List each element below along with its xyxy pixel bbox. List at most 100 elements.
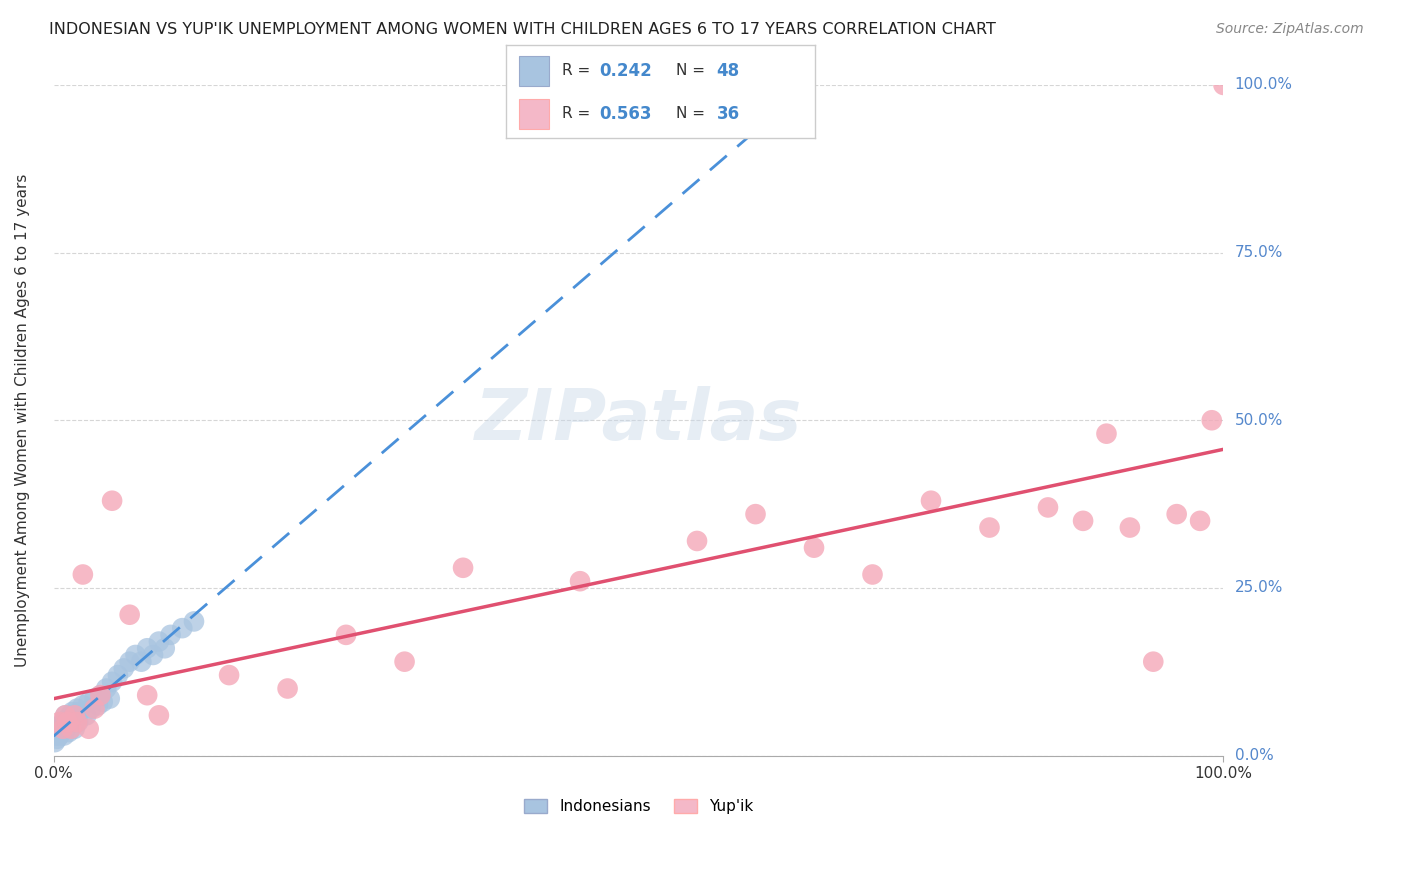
Point: [803, 541, 825, 555]
Point: [148, 634, 170, 648]
Point: [51, 725, 73, 739]
Point: [63, 708, 86, 723]
Point: [48, 722, 70, 736]
Point: [101, 493, 124, 508]
Point: [91, 695, 114, 709]
Text: 36: 36: [717, 105, 740, 123]
Point: [124, 648, 146, 662]
Y-axis label: Unemployment Among Women with Children Ages 6 to 17 years: Unemployment Among Women with Children A…: [15, 174, 30, 667]
Point: [89, 688, 111, 702]
Point: [118, 655, 141, 669]
Point: [53, 714, 76, 729]
Point: [75, 708, 97, 723]
Point: [142, 648, 165, 662]
Point: [569, 574, 592, 589]
Point: [394, 655, 416, 669]
Point: [1142, 655, 1164, 669]
Point: [67, 714, 90, 729]
Point: [744, 507, 766, 521]
Point: [72, 698, 94, 713]
Point: [59, 708, 82, 723]
Point: [1095, 426, 1118, 441]
Text: 48: 48: [717, 62, 740, 79]
Point: [172, 621, 194, 635]
Point: [44, 735, 66, 749]
Point: [979, 520, 1001, 534]
Point: [862, 567, 884, 582]
Point: [1189, 514, 1212, 528]
Point: [80, 701, 103, 715]
Point: [77, 695, 100, 709]
Text: N =: N =: [676, 106, 710, 121]
Text: 0.563: 0.563: [599, 105, 651, 123]
Point: [52, 714, 75, 729]
Text: 50.0%: 50.0%: [1234, 413, 1282, 428]
Point: [101, 674, 124, 689]
Legend: Indonesians, Yup'ik: Indonesians, Yup'ik: [516, 791, 761, 822]
Point: [46, 731, 69, 746]
Point: [136, 641, 159, 656]
Point: [63, 722, 86, 736]
Point: [920, 493, 942, 508]
Point: [107, 668, 129, 682]
Point: [335, 628, 357, 642]
Point: [48, 714, 70, 729]
Point: [53, 708, 76, 723]
Point: [52, 722, 75, 736]
Text: Source: ZipAtlas.com: Source: ZipAtlas.com: [1216, 22, 1364, 37]
Point: [48, 728, 70, 742]
Point: [153, 641, 176, 656]
FancyBboxPatch shape: [519, 99, 550, 129]
Point: [131, 655, 153, 669]
Point: [118, 607, 141, 622]
Text: R =: R =: [562, 106, 595, 121]
Point: [46, 725, 69, 739]
Point: [56, 714, 79, 729]
Point: [218, 668, 240, 682]
Point: [60, 722, 83, 736]
Point: [98, 691, 121, 706]
Point: [1036, 500, 1059, 515]
Text: 25.0%: 25.0%: [1234, 581, 1282, 595]
Point: [52, 722, 75, 736]
Point: [56, 712, 79, 726]
Point: [183, 615, 205, 629]
Point: [53, 708, 76, 723]
Point: [686, 533, 709, 548]
Point: [67, 705, 90, 719]
Point: [60, 705, 83, 719]
Point: [1201, 413, 1223, 427]
Point: [77, 722, 100, 736]
Point: [148, 708, 170, 723]
Text: N =: N =: [676, 63, 710, 78]
FancyBboxPatch shape: [519, 56, 550, 86]
Point: [83, 691, 105, 706]
Text: R =: R =: [562, 63, 595, 78]
Point: [451, 561, 474, 575]
Point: [66, 714, 89, 729]
Point: [45, 728, 67, 742]
Point: [136, 688, 159, 702]
Point: [65, 708, 87, 723]
Point: [1071, 514, 1094, 528]
Point: [1166, 507, 1188, 521]
Text: 100.0%: 100.0%: [1234, 78, 1292, 93]
Point: [83, 701, 105, 715]
Point: [62, 712, 84, 726]
Text: 0.0%: 0.0%: [1234, 748, 1274, 763]
Text: 75.0%: 75.0%: [1234, 245, 1282, 260]
Text: ZIPatlas: ZIPatlas: [475, 385, 803, 455]
Text: INDONESIAN VS YUP'IK UNEMPLOYMENT AMONG WOMEN WITH CHILDREN AGES 6 TO 17 YEARS C: INDONESIAN VS YUP'IK UNEMPLOYMENT AMONG …: [49, 22, 995, 37]
Point: [55, 722, 77, 736]
Point: [1212, 78, 1234, 92]
Point: [87, 698, 110, 713]
Point: [72, 567, 94, 582]
Text: 0.242: 0.242: [599, 62, 652, 79]
Point: [60, 714, 83, 729]
Point: [1119, 520, 1142, 534]
Point: [66, 701, 89, 715]
Point: [53, 728, 76, 742]
Point: [277, 681, 299, 696]
Point: [49, 718, 72, 732]
Point: [96, 681, 118, 696]
